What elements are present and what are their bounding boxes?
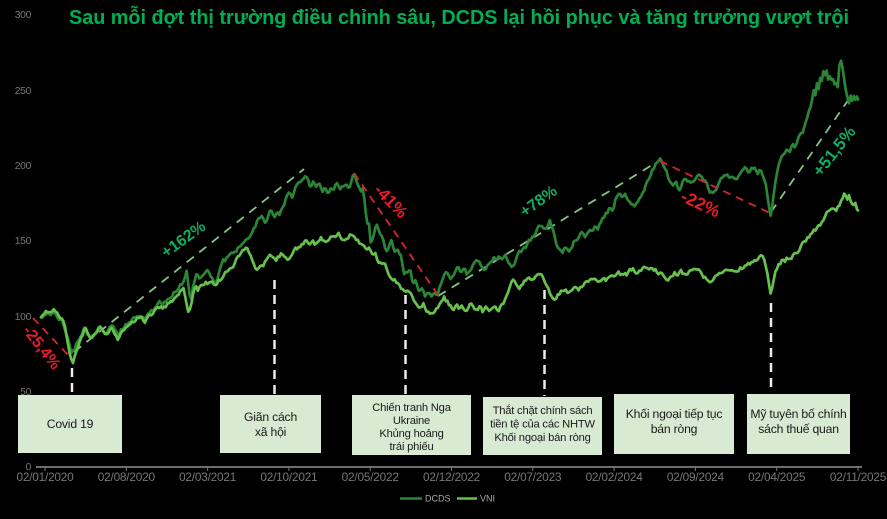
svg-text:VNI: VNI [480,494,495,504]
svg-text:Covid 19: Covid 19 [47,417,94,431]
svg-text:02/02/2024: 02/02/2024 [586,470,644,484]
svg-text:100: 100 [15,312,32,323]
svg-text:bán ròng: bán ròng [651,422,698,436]
svg-text:200: 200 [15,161,32,172]
svg-text:Chiến tranh Nga: Chiến tranh Nga [372,402,451,414]
svg-text:Khối ngoại tiếp tục: Khối ngoại tiếp tục [626,407,723,421]
svg-text:tiền tệ của các NHTW: tiền tệ của các NHTW [490,419,595,431]
svg-text:02/08/2020: 02/08/2020 [98,470,156,484]
svg-text:02/01/2020: 02/01/2020 [16,470,74,484]
svg-text:300: 300 [15,10,32,21]
svg-text:trái phiếu: trái phiếu [389,441,433,453]
svg-text:Ukraine: Ukraine [393,415,430,427]
svg-text:02/12/2022: 02/12/2022 [423,470,480,484]
svg-text:Thắt chặt chính sách: Thắt chặt chính sách [493,404,593,417]
svg-text:50: 50 [20,387,31,398]
svg-text:02/11/2025: 02/11/2025 [830,470,887,484]
svg-text:Khủng hoảng: Khủng hoảng [379,428,443,440]
svg-text:Khối ngoại bán ròng: Khối ngoại bán ròng [494,432,590,444]
svg-text:02/04/2025: 02/04/2025 [748,470,806,484]
svg-text:Mỹ tuyên bố chính: Mỹ tuyên bố chính [750,407,846,421]
svg-text:02/09/2024: 02/09/2024 [667,470,725,484]
svg-text:02/03/2021: 02/03/2021 [179,470,236,484]
svg-text:02/10/2021: 02/10/2021 [260,470,317,484]
svg-text:Giãn cách: Giãn cách [244,410,297,424]
svg-text:xã hội: xã hội [255,425,286,439]
svg-text:sách thuế quan: sách thuế quan [758,422,839,436]
svg-text:02/05/2022: 02/05/2022 [342,470,399,484]
svg-text:Sau mỗi đợt thị trường điều ch: Sau mỗi đợt thị trường điều chỉnh sâu, D… [69,5,849,29]
svg-text:150: 150 [15,236,32,247]
svg-text:DCDS: DCDS [425,494,451,504]
svg-text:0: 0 [26,462,32,473]
svg-text:250: 250 [15,86,32,97]
svg-text:02/07/2023: 02/07/2023 [504,470,562,484]
